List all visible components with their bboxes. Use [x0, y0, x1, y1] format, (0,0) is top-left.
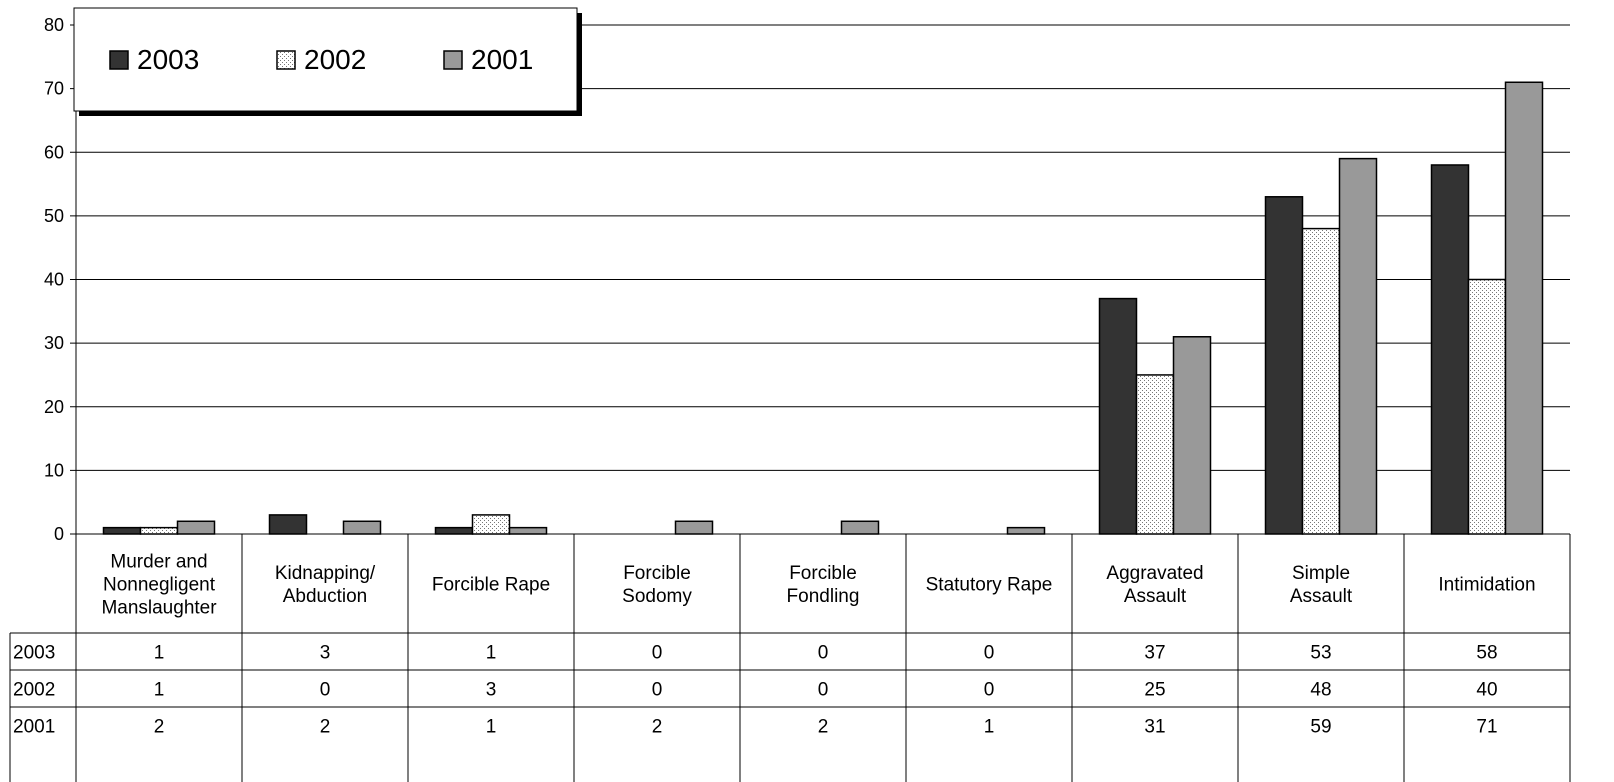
category-label-line: Assault [1290, 586, 1353, 607]
legend-label: 2001 [471, 44, 533, 75]
legend-swatch-2002 [276, 50, 296, 70]
y-tick-label: 30 [44, 333, 64, 353]
category-label: Intimidation [1438, 575, 1535, 596]
y-tick-label: 20 [44, 397, 64, 417]
bar-2001 [1006, 526, 1046, 535]
table-cell: 0 [984, 680, 995, 701]
data-table: Murder and Nonnegligent Manslaughter Kidnap… [9, 533, 1571, 782]
table-cell: 71 [1476, 717, 1497, 738]
y-tick-label: 0 [54, 524, 64, 544]
category-label-line: Forcible [789, 563, 857, 584]
table-cell: 1 [984, 717, 995, 738]
table-cell: 1 [486, 717, 497, 738]
category-label-line: Simple [1292, 563, 1350, 584]
table-cell: 0 [818, 680, 829, 701]
y-tick-label: 50 [44, 206, 64, 226]
bar-2002 [1301, 227, 1341, 535]
y-tick-label: 10 [44, 460, 64, 480]
bar-2001 [1338, 157, 1378, 535]
table-cell: 0 [818, 643, 829, 664]
category-label: Forcible Rape [432, 575, 550, 596]
table-cell: 3 [320, 643, 331, 664]
category-label-line: Nonnegligent [103, 575, 216, 596]
bar-2001 [508, 526, 548, 535]
category-label: Simple Assault [1290, 563, 1353, 607]
table-cell: 0 [320, 680, 331, 701]
table-cell: 59 [1310, 717, 1331, 738]
table-cell: 2 [154, 717, 165, 738]
y-tick-label: 80 [44, 15, 64, 35]
category-label-line: Kidnapping/ [275, 563, 376, 584]
bar-2002 [139, 526, 179, 535]
bar-2002 [1467, 278, 1507, 535]
y-tick-label: 70 [44, 79, 64, 99]
bar-2003 [102, 526, 142, 535]
table-cell: 0 [652, 643, 663, 664]
bar-2003 [1430, 164, 1470, 535]
table-cell: 0 [652, 680, 663, 701]
table-cell: 1 [154, 680, 165, 701]
category-label: Murder and Nonnegligent Manslaughter [101, 552, 217, 619]
y-tick-label: 60 [44, 142, 64, 162]
table-cell: 2 [652, 717, 663, 738]
table-cell: 53 [1310, 643, 1331, 664]
bar-2001 [840, 520, 880, 535]
legend-swatch-2003 [109, 50, 129, 70]
bars [102, 81, 1544, 535]
category-label: Statutory Rape [926, 575, 1053, 596]
bar-2003 [268, 514, 308, 535]
bar-2001 [342, 520, 382, 535]
category-label-line: Murder and [110, 552, 207, 573]
legend-box [73, 7, 578, 112]
category-label: Kidnapping/Abduction [275, 563, 376, 607]
bar-2001 [1172, 336, 1212, 535]
table-cell: 37 [1144, 643, 1165, 664]
table-cell: 58 [1476, 643, 1497, 664]
bar-2003 [1264, 196, 1304, 535]
table-row-label: 2003 [13, 643, 55, 664]
y-tick-label: 40 [44, 270, 64, 290]
table-cell: 31 [1144, 717, 1165, 738]
bar-2001 [674, 520, 714, 535]
category-label-line: Assault [1124, 586, 1187, 607]
category-label: Aggravated Assault [1106, 563, 1203, 607]
bar-2003 [434, 526, 474, 535]
table-cell: 1 [486, 643, 497, 664]
table-cell: 1 [154, 643, 165, 664]
table-cell: 0 [984, 643, 995, 664]
legend-label: 2003 [137, 44, 199, 75]
category-label-line: Abduction [283, 586, 368, 607]
category-label-line: Manslaughter [101, 598, 217, 619]
table-cell: 40 [1476, 680, 1497, 701]
bar-2001 [1504, 81, 1544, 535]
legend: 2003 2002 2001 [73, 7, 582, 116]
bar-2002 [471, 514, 511, 535]
legend-label: 2002 [304, 44, 366, 75]
category-label-line: Forcible [623, 563, 691, 584]
bar-2001 [176, 520, 216, 535]
table-row-label: 2002 [13, 680, 55, 701]
category-label-line: Sodomy [622, 586, 692, 607]
table-cell: 2 [818, 717, 829, 738]
legend-swatch-2001 [443, 50, 463, 70]
bar-2002 [1135, 374, 1175, 535]
y-axis: 0 10 20 30 40 50 60 70 80 [44, 15, 77, 544]
table-cell: 3 [486, 680, 497, 701]
category-label-line: Aggravated [1106, 563, 1203, 584]
bar-2003 [1098, 297, 1138, 535]
table-cell: 25 [1144, 680, 1165, 701]
table-row-label: 2001 [13, 717, 55, 738]
category-label-line: Intimidation [1438, 575, 1535, 596]
table-cell: 48 [1310, 680, 1331, 701]
category-label: Forcible Sodomy [622, 563, 692, 607]
category-label-line: Statutory Rape [926, 575, 1053, 596]
table-cell: 2 [320, 717, 331, 738]
category-label-line: Fondling [787, 586, 860, 607]
category-label: Forcible Fondling [787, 563, 860, 607]
category-label-line: Forcible Rape [432, 575, 550, 596]
